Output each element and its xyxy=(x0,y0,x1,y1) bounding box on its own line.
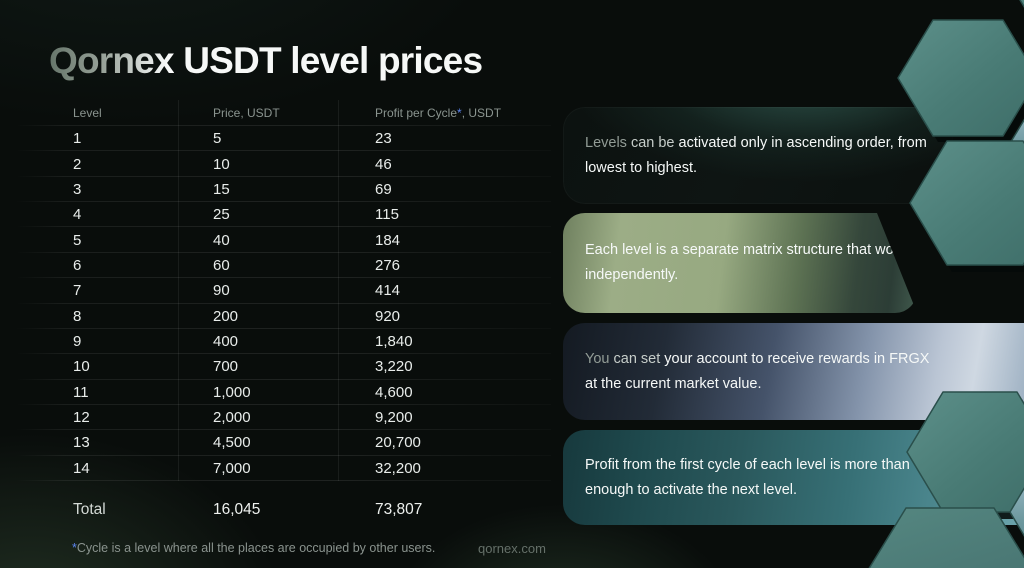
level-cell: 8 xyxy=(73,307,82,325)
price-cell: 1,000 xyxy=(213,383,251,401)
table-row: 5 40 184 xyxy=(16,227,551,254)
cycle-footnote: *Cycle is a level where all the places a… xyxy=(72,541,436,555)
page-title: Qornex USDT level prices xyxy=(49,40,483,82)
header-profit: Profit per Cycle*, USDT xyxy=(375,106,502,120)
profit-cell: 920 xyxy=(375,307,401,325)
table-row: 10 700 3,220 xyxy=(16,354,551,380)
table-row: 13 4,500 20,700 xyxy=(16,430,551,457)
level-cell: 6 xyxy=(73,256,82,274)
price-cell: 400 xyxy=(213,333,239,351)
total-label: Total xyxy=(73,501,106,519)
profit-cell: 20,700 xyxy=(375,434,421,452)
column-divider xyxy=(338,100,339,481)
table-header-row: Level Price, USDT Profit per Cycle*, USD… xyxy=(16,100,551,126)
price-cell: 200 xyxy=(213,307,239,325)
info-card-frgx-rewards: You can set your account to receive rewa… xyxy=(563,323,1024,420)
total-price: 16,045 xyxy=(213,501,261,519)
level-cell: 2 xyxy=(73,155,82,173)
profit-cell: 23 xyxy=(375,130,392,148)
table-row: 2 10 46 xyxy=(16,151,551,178)
table-row: 11 1,000 4,600 xyxy=(16,380,551,406)
table-row: 7 90 414 xyxy=(16,278,551,304)
level-cell: 14 xyxy=(73,459,90,477)
level-cell: 12 xyxy=(73,409,90,427)
level-cell: 1 xyxy=(73,130,82,148)
level-cell: 7 xyxy=(73,282,82,300)
level-cell: 5 xyxy=(73,231,82,249)
price-cell: 60 xyxy=(213,256,230,274)
profit-cell: 4,600 xyxy=(375,383,413,401)
card-text: Profit from the first cycle of each leve… xyxy=(585,456,910,498)
asterisk-marker: * xyxy=(457,106,462,120)
profit-cell: 414 xyxy=(375,282,401,300)
price-cell: 5 xyxy=(213,130,222,148)
profit-cell: 32,200 xyxy=(375,459,421,477)
card-text: Levels can be activated only in ascendin… xyxy=(585,134,927,176)
profit-cell: 115 xyxy=(375,206,399,224)
header-level: Level xyxy=(73,106,102,120)
info-card-cycle-profit: Profit from the first cycle of each leve… xyxy=(563,430,1024,525)
profit-cell: 184 xyxy=(375,231,401,249)
total-profit: 73,807 xyxy=(375,501,423,519)
hexagon-top-corner xyxy=(1019,0,1024,9)
level-cell: 13 xyxy=(73,434,90,452)
level-cell: 3 xyxy=(73,180,82,198)
price-cell: 4,500 xyxy=(213,434,251,452)
level-cell: 9 xyxy=(73,333,82,351)
info-card-activation-order: Levels can be activated only in ascendin… xyxy=(563,107,953,204)
level-cell: 4 xyxy=(73,206,82,224)
price-cell: 10 xyxy=(213,155,230,173)
table-row: 4 25 115 xyxy=(16,202,551,228)
brand-name: Qornex xyxy=(49,40,175,81)
profit-cell: 1,840 xyxy=(375,333,413,351)
table-row: 1 5 23 xyxy=(16,126,551,152)
profit-cell: 9,200 xyxy=(375,409,413,427)
table-row: 12 2,000 9,200 xyxy=(16,405,551,431)
info-cards: Levels can be activated only in ascendin… xyxy=(563,107,1024,525)
header-price: Price, USDT xyxy=(213,106,280,120)
level-cell: 11 xyxy=(73,383,89,401)
price-cell: 25 xyxy=(213,206,230,224)
profit-cell: 46 xyxy=(375,155,392,173)
profit-cell: 276 xyxy=(375,256,401,274)
table-total-row: Total 16,045 73,807 xyxy=(62,494,545,526)
table-row: 3 15 69 xyxy=(16,177,551,203)
card-text: You can set your account to receive rewa… xyxy=(585,350,930,392)
table-row: 14 7,000 32,200 xyxy=(16,456,551,482)
card-text: Each level is a separate matrix structur… xyxy=(585,242,913,283)
table-row: 6 60 276 xyxy=(16,253,551,279)
price-cell: 40 xyxy=(213,231,230,249)
table-row: 9 400 1,840 xyxy=(16,329,551,355)
level-cell: 10 xyxy=(73,358,90,376)
asterisk-marker: * xyxy=(72,541,77,555)
table-body: 1 5 23 2 10 46 3 15 69 4 25 115 5 40 184 6 60 276 7 90 414 8 2… xyxy=(16,126,551,482)
price-cell: 15 xyxy=(213,180,230,198)
info-card-matrix-structure: Each level is a separate matrix structur… xyxy=(563,213,917,313)
website-link[interactable]: qornex.com xyxy=(478,541,546,556)
table-row: 8 200 920 xyxy=(16,304,551,330)
price-cell: 700 xyxy=(213,358,239,376)
price-cell: 90 xyxy=(213,282,230,300)
price-cell: 2,000 xyxy=(213,409,251,427)
column-divider xyxy=(178,100,179,481)
profit-cell: 69 xyxy=(375,180,392,198)
levels-table: Level Price, USDT Profit per Cycle*, USD… xyxy=(16,100,551,526)
profit-cell: 3,220 xyxy=(375,358,413,376)
price-cell: 7,000 xyxy=(213,459,251,477)
title-rest: USDT level prices xyxy=(183,40,483,81)
